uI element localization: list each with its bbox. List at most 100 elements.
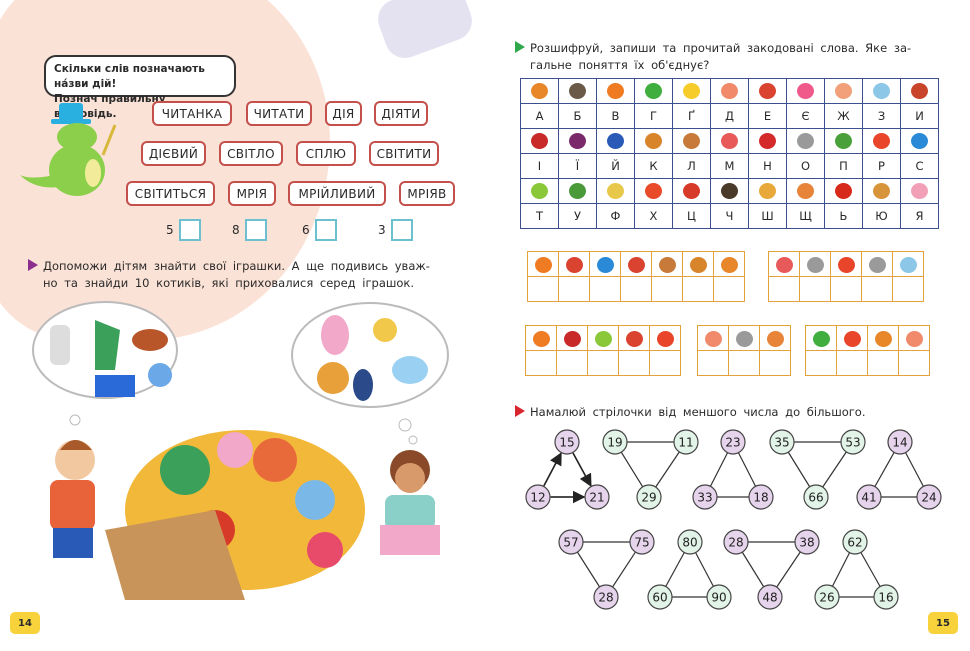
number-circle[interactable] (723, 529, 749, 555)
number-circle[interactable] (593, 584, 619, 610)
cipher-picture-cell (786, 128, 825, 154)
word-answer-group (525, 325, 681, 376)
cipher-picture-cell (672, 178, 711, 204)
number-circle[interactable] (629, 529, 655, 555)
parrot-icon (721, 133, 738, 149)
answer-checkbox[interactable] (391, 219, 413, 241)
task-arrows-instruction: Намалюй стрілочки від меншого числа до б… (515, 404, 945, 421)
number-circle[interactable] (636, 484, 662, 510)
toys-pile-illustration (32, 301, 449, 600)
number-circle[interactable] (794, 529, 820, 555)
letter-input-cell[interactable] (649, 350, 681, 376)
letter-input-cell[interactable] (556, 350, 588, 376)
cipher-picture-cell (900, 178, 939, 204)
number-circle[interactable] (602, 429, 628, 455)
roller-skate-icon (625, 331, 643, 347)
letter-input-cell[interactable] (620, 276, 652, 302)
word-tile[interactable]: СВІТИТИ (369, 141, 439, 166)
ball-icon (645, 183, 662, 199)
circle-number: 90 (711, 591, 726, 605)
number-circle[interactable] (673, 429, 699, 455)
word-tile[interactable]: ДІЯТИ (374, 101, 428, 126)
task-toys-instruction: Допоможи дітям знайти свої іграшки. А ще… (28, 258, 458, 292)
letter-input-cell[interactable] (836, 350, 868, 376)
number-circle[interactable] (842, 529, 868, 555)
instruction-text: Намалюй стрілочки від меншого числа до б… (530, 405, 866, 419)
ladybug-icon (563, 331, 581, 347)
number-circle[interactable] (554, 429, 580, 455)
number-circle[interactable] (647, 584, 673, 610)
number-circle[interactable] (803, 484, 829, 510)
guitar-icon (658, 257, 676, 273)
word-tile[interactable]: ЧИТАТИ (246, 101, 312, 126)
number-circle[interactable] (887, 429, 913, 455)
cipher-letter: Ц (672, 203, 711, 229)
number-circle[interactable] (840, 429, 866, 455)
number-circle[interactable] (584, 484, 610, 510)
letter-input-cell[interactable] (651, 276, 683, 302)
carrot-icon (607, 83, 624, 99)
number-circle[interactable] (916, 484, 942, 510)
number-circle[interactable] (873, 584, 899, 610)
letter-input-cell[interactable] (587, 350, 619, 376)
group-picture-cell (759, 325, 791, 351)
group-picture-cell (697, 325, 729, 351)
number-circle[interactable] (558, 529, 584, 555)
letter-input-cell[interactable] (799, 276, 831, 302)
number-circle[interactable] (677, 529, 703, 555)
cipher-letter: М (710, 153, 749, 179)
ship-icon (607, 183, 624, 199)
letter-input-cell[interactable] (892, 276, 924, 302)
word-tile[interactable]: ЧИТАНКА (152, 101, 232, 126)
letter-input-cell[interactable] (527, 276, 559, 302)
letter-input-cell[interactable] (759, 350, 791, 376)
fish-icon (721, 83, 738, 99)
letter-input-cell[interactable] (618, 350, 650, 376)
answer-checkbox[interactable] (245, 219, 267, 241)
croissant-icon (689, 257, 707, 273)
word-tile[interactable]: СПЛЮ (296, 141, 356, 166)
word-tile[interactable]: ДІЯ (325, 101, 362, 126)
number-circle[interactable] (814, 584, 840, 610)
pig-icon (911, 183, 928, 199)
hat-icon (911, 133, 928, 149)
number-circle[interactable] (769, 429, 795, 455)
number-circle[interactable] (720, 429, 746, 455)
letter-input-cell[interactable] (805, 350, 837, 376)
number-circle[interactable] (856, 484, 882, 510)
number-circle[interactable] (706, 584, 732, 610)
cipher-letter: Ч (710, 203, 749, 229)
racket-icon (759, 183, 776, 199)
letter-input-cell[interactable] (525, 350, 557, 376)
circle-number: 16 (878, 591, 893, 605)
circle-number: 38 (799, 536, 814, 550)
word-tile[interactable]: МРІЯ (228, 181, 276, 206)
word-tile[interactable]: ДІЄВИЙ (141, 141, 206, 166)
letter-input-cell[interactable] (728, 350, 760, 376)
apple-icon (531, 83, 548, 99)
cipher-picture-cell (862, 128, 901, 154)
cipher-picture-cell (862, 78, 901, 104)
roller-skate-icon (627, 257, 645, 273)
number-circle[interactable] (748, 484, 774, 510)
letter-input-cell[interactable] (830, 276, 862, 302)
group-picture-cell (898, 325, 930, 351)
number-circle[interactable] (692, 484, 718, 510)
apple-icon (874, 331, 892, 347)
word-tile[interactable]: МРІЯВ (399, 181, 455, 206)
answer-checkbox[interactable] (315, 219, 337, 241)
group-picture-cell (728, 325, 760, 351)
word-tile[interactable]: СВІТЛО (219, 141, 283, 166)
number-circle[interactable] (525, 484, 551, 510)
aquarium-icon (899, 257, 917, 273)
answer-checkbox[interactable] (179, 219, 201, 241)
cipher-letter: Е (748, 103, 787, 129)
word-tile[interactable]: МРІЙЛИВИЙ (288, 181, 386, 206)
ladybug-icon (531, 133, 548, 149)
letter-input-cell[interactable] (898, 350, 930, 376)
guitar-icon (683, 133, 700, 149)
letter-input-cell[interactable] (867, 350, 899, 376)
word-tile[interactable]: СВІТИТЬСЯ (126, 181, 215, 206)
number-circle[interactable] (757, 584, 783, 610)
letter-input-cell[interactable] (713, 276, 745, 302)
